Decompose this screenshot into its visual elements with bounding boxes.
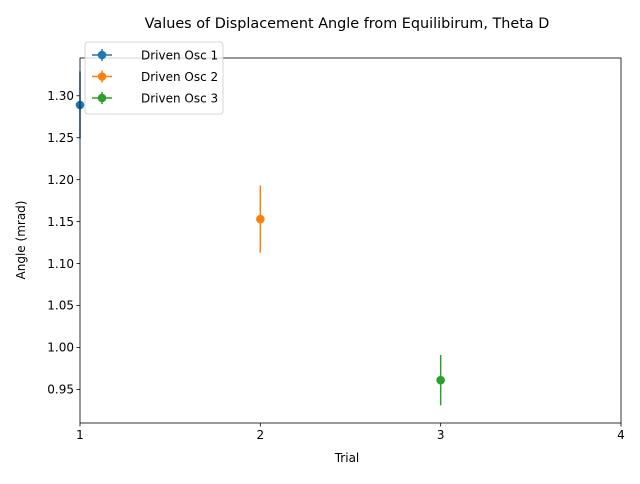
x-tick-label: 4 — [617, 428, 625, 442]
series-2 — [256, 185, 265, 253]
legend-label: Driven Osc 2 — [141, 70, 218, 84]
legend-label: Driven Osc 1 — [141, 48, 218, 62]
y-axis-label: Angle (mrad) — [14, 201, 28, 280]
legend-item: Driven Osc 3 — [92, 91, 218, 105]
y-tick-label: 1.00 — [47, 341, 74, 355]
legend-marker — [97, 50, 107, 60]
legend-item: Driven Osc 2 — [92, 70, 218, 84]
y-tick-label: 1.15 — [47, 215, 74, 229]
legend-frame — [84, 41, 224, 115]
legend-marker — [97, 72, 107, 81]
y-tick-label: 1.20 — [47, 173, 74, 187]
data-point — [256, 214, 265, 224]
legend-item: Driven Osc 1 — [92, 48, 218, 62]
ticks-layer: 1 2 3 4 0.95 1.00 1.05 1.10 1.15 1.20 1.25 1.30 — [47, 89, 625, 442]
y-tick-label: 1.30 — [47, 89, 74, 103]
series-3 — [436, 355, 445, 406]
y-tick-label: 0.95 — [47, 383, 74, 397]
legend-label: Driven Osc 3 — [141, 91, 218, 105]
chart-title: Values of Displacement Angle from Equili… — [145, 16, 550, 32]
x-tick-label: 3 — [437, 428, 445, 442]
x-axis-label: Trial — [334, 451, 360, 465]
data-point — [436, 375, 445, 385]
legend: Driven Osc 1 Driven Osc 2 Driven Osc 3 — [84, 41, 224, 115]
legend-marker — [97, 93, 107, 103]
plot-frame — [79, 57, 622, 424]
x-tick-label: 2 — [257, 428, 265, 442]
x-tick-label: 1 — [76, 428, 84, 442]
y-tick-label: 1.25 — [47, 131, 74, 145]
legend-items: Driven Osc 1 Driven Osc 2 Driven Osc 3 — [92, 48, 218, 105]
y-tick-label: 1.05 — [47, 299, 74, 313]
y-tick-label: 1.10 — [47, 257, 74, 271]
